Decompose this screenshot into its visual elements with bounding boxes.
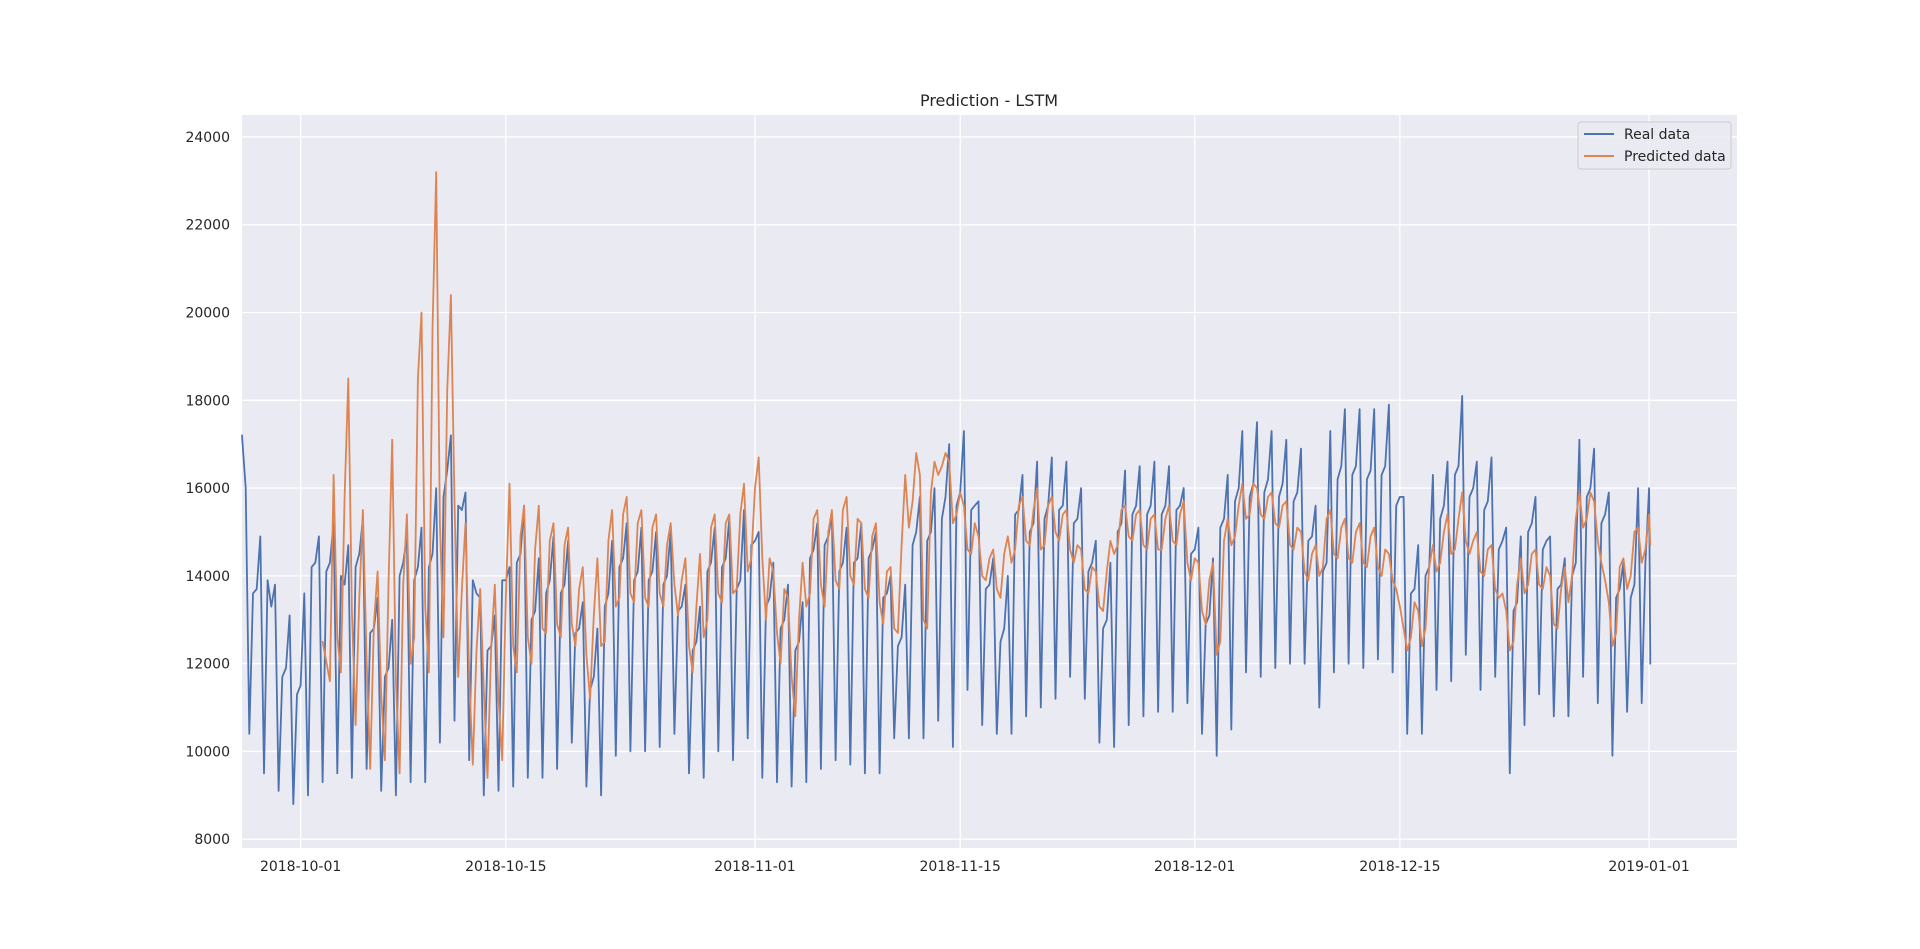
x-tick-label: 2018-10-15 [465, 859, 546, 875]
legend-label-real-data: Real data [1624, 127, 1690, 143]
y-tick-label: 10000 [185, 744, 230, 760]
x-tick-label: 2018-12-15 [1359, 859, 1440, 875]
y-tick-label: 20000 [185, 306, 230, 322]
legend-box [1577, 121, 1732, 170]
series-line-predicted-data [321, 171, 1652, 779]
y-axis-ticks: 8000 10000 12000 14000 16000 18000 20000 22000 2… [185, 130, 230, 848]
series-layer [241, 171, 1652, 805]
y-tick-label: 24000 [185, 130, 230, 146]
chart-title: Prediction - LSTM [920, 91, 1058, 110]
y-tick-label: 18000 [185, 393, 230, 409]
y-tick-label: 16000 [185, 481, 230, 497]
x-tick-label: 2018-11-01 [714, 859, 795, 875]
y-tick-label: 8000 [194, 832, 230, 848]
y-tick-label: 14000 [185, 569, 230, 585]
legend: Real data Predicted data [1577, 121, 1732, 170]
x-tick-label: 2019-01-01 [1608, 859, 1689, 875]
x-axis-ticks: 2018-10-01 2018-10-15 2018-11-01 2018-11-15… [260, 859, 1690, 875]
x-tick-label: 2018-11-15 [919, 859, 1000, 875]
series-line-real-data [241, 394, 1652, 805]
x-tick-label: 2018-10-01 [260, 859, 341, 875]
plot-area [242, 115, 1737, 848]
y-tick-label: 12000 [185, 657, 230, 673]
legend-label-predicted-data: Predicted data [1624, 149, 1726, 165]
y-tick-label: 22000 [185, 218, 230, 234]
x-tick-label: 2018-12-01 [1154, 859, 1235, 875]
